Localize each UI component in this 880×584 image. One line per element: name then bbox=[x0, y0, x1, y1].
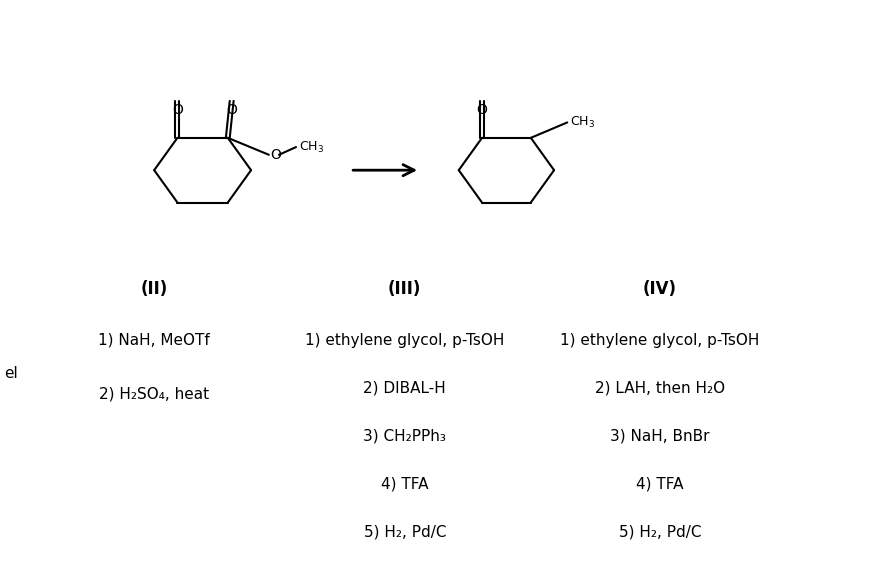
Text: (IV): (IV) bbox=[643, 280, 677, 298]
Text: 2) LAH, then H₂O: 2) LAH, then H₂O bbox=[595, 381, 725, 396]
Text: CH$_3$: CH$_3$ bbox=[570, 115, 596, 130]
Text: 1) ethylene glycol, p-TsOH: 1) ethylene glycol, p-TsOH bbox=[561, 333, 759, 348]
Text: O: O bbox=[477, 103, 488, 117]
Text: (III): (III) bbox=[388, 280, 422, 298]
Text: 2) H₂SO₄, heat: 2) H₂SO₄, heat bbox=[99, 387, 209, 402]
Text: 2) DIBAL-H: 2) DIBAL-H bbox=[363, 381, 446, 396]
Text: 4) TFA: 4) TFA bbox=[636, 477, 684, 492]
Text: O: O bbox=[226, 103, 237, 117]
Text: 1) ethylene glycol, p-TsOH: 1) ethylene glycol, p-TsOH bbox=[305, 333, 504, 348]
Text: O: O bbox=[270, 148, 282, 162]
Text: 5) H₂, Pd/C: 5) H₂, Pd/C bbox=[363, 524, 446, 540]
Text: el: el bbox=[4, 366, 18, 381]
Text: (II): (II) bbox=[141, 280, 167, 298]
Text: 3) CH₂PPh₃: 3) CH₂PPh₃ bbox=[363, 429, 446, 444]
Text: O: O bbox=[172, 103, 183, 117]
Text: CH$_3$: CH$_3$ bbox=[299, 140, 324, 155]
Text: 4) TFA: 4) TFA bbox=[381, 477, 429, 492]
Text: 5) H₂, Pd/C: 5) H₂, Pd/C bbox=[619, 524, 701, 540]
Text: 3) NaH, BnBr: 3) NaH, BnBr bbox=[610, 429, 710, 444]
Text: 1) NaH, MeOTf: 1) NaH, MeOTf bbox=[99, 333, 209, 348]
